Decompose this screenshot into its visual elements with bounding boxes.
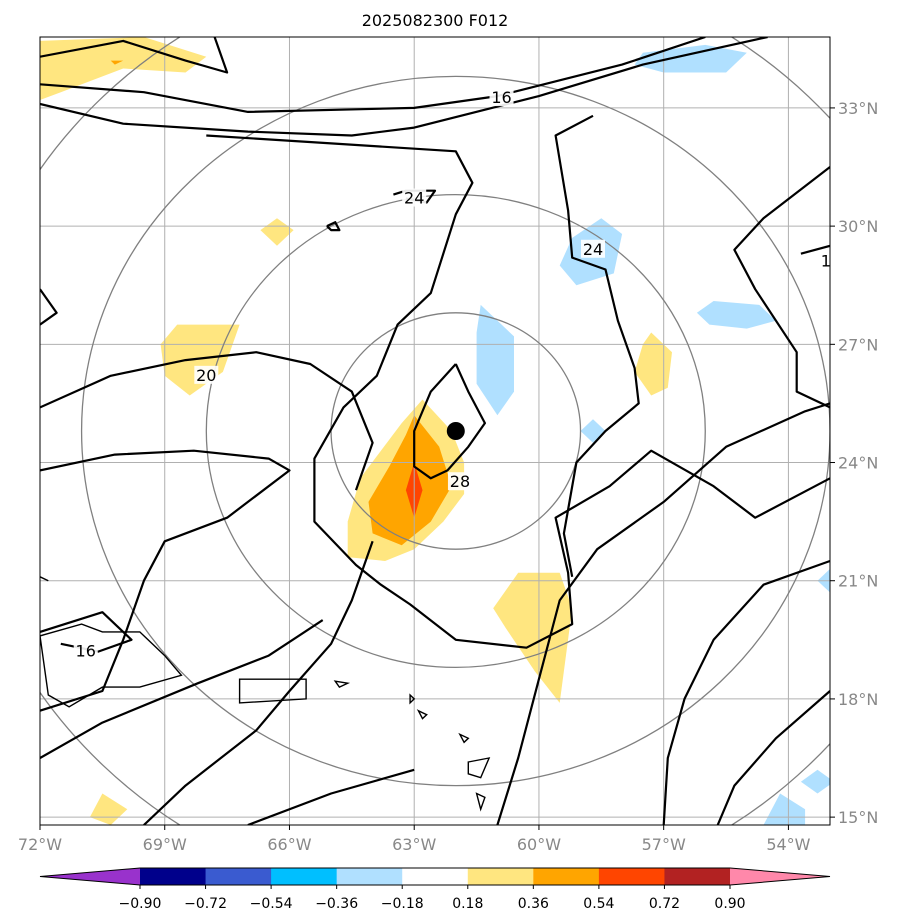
map-frame — [39, 36, 831, 826]
contour-label: 24 — [404, 189, 424, 208]
x-tick-label: 57°W — [642, 835, 686, 854]
contour-line — [40, 37, 706, 114]
shaded-region — [634, 332, 672, 396]
contour-label-bg — [489, 88, 514, 107]
colorbar-extend-high — [730, 868, 830, 885]
colorbar-extend-low — [40, 868, 140, 885]
contour-line — [326, 221, 341, 232]
island-coastline — [40, 576, 49, 582]
colorbar-swatch — [467, 868, 534, 885]
x-tick-label: 66°W — [267, 835, 311, 854]
colorbar-tick-label: −0.36 — [315, 896, 358, 912]
shaded-region — [260, 218, 294, 246]
x-tick-label: 69°W — [143, 835, 187, 854]
shaded-region — [696, 301, 776, 329]
colorbar-tick-label: 0.36 — [518, 896, 549, 912]
x-axis-ticks: 72°W 69°W 66°W 63°W 60°W 57°W 54°W — [18, 825, 811, 854]
colorbar-tick-label: 0.90 — [714, 896, 745, 912]
contour-label-bg — [813, 251, 830, 270]
y-tick-label: 30°N — [838, 217, 878, 236]
contour-label: 16 — [76, 642, 96, 661]
contour-label-bg — [402, 188, 427, 207]
storm-center-layer — [446, 422, 465, 440]
contour-line — [662, 559, 830, 825]
contour-label: 28 — [450, 472, 470, 491]
colorbar-swatch — [271, 868, 338, 885]
colorbar-swatch — [664, 868, 731, 885]
colorbar: −0.90 −0.72 −0.54 −0.36 −0.18 0.18 0.36 0.54 0.7… — [39, 867, 831, 912]
y-tick-label: 21°N — [838, 572, 878, 591]
x-tick-label: 54°W — [766, 835, 810, 854]
contour-line — [143, 540, 374, 825]
contour-line — [800, 244, 830, 255]
contour-labels-layer: 16 24 24 20 28 16 1 — [73, 88, 831, 661]
contour-line — [40, 351, 374, 491]
contour-line — [247, 768, 415, 825]
y-tick-label: 18°N — [838, 690, 878, 709]
colorbar-swatch — [598, 868, 665, 885]
colorbar-swatch — [140, 868, 207, 885]
colorbar-tick-label: −0.54 — [250, 896, 293, 912]
contour-line — [40, 37, 768, 137]
contour-line — [40, 449, 291, 712]
shaded-region — [160, 324, 240, 396]
y-tick-label: 27°N — [838, 335, 878, 354]
x-tick-label: 63°W — [392, 835, 436, 854]
contour-label-bg — [73, 641, 98, 660]
island-coastline — [238, 678, 307, 704]
colorbar-swatch — [402, 868, 469, 885]
island-coastline — [333, 680, 351, 688]
contour-line — [40, 37, 229, 74]
contour-line — [496, 402, 830, 825]
colorbar-tick-label: 0.54 — [583, 896, 614, 912]
colorbar-tick-label: 0.18 — [452, 896, 483, 912]
contour-line — [716, 690, 830, 825]
x-tick-label: 72°W — [18, 835, 62, 854]
shaded-region — [493, 572, 573, 703]
colorbar-tick-label: −0.72 — [184, 896, 227, 912]
island-coastline — [467, 757, 491, 779]
island-coastline — [416, 709, 428, 720]
contour-label: 24 — [583, 240, 603, 259]
contour-label: 16 — [491, 88, 511, 107]
range-ring — [205, 193, 706, 669]
colorbar-tick-label: −0.18 — [381, 896, 424, 912]
contour-label: 1 — [821, 252, 831, 271]
y-tick-label: 15°N — [838, 808, 878, 827]
contour-line — [733, 166, 830, 409]
x-tick-label: 60°W — [517, 835, 561, 854]
contour-label-bg — [194, 365, 219, 384]
island-coastline — [409, 693, 416, 705]
contour-line — [40, 288, 58, 326]
shaded-region — [110, 60, 124, 65]
island-coastline — [458, 732, 470, 744]
range-ring — [81, 75, 830, 787]
y-axis-ticks: 15°N 18°N 21°N 24°N 27°N 30°N 33°N — [830, 99, 878, 827]
colorbar-tick-label: −0.90 — [119, 896, 162, 912]
colorbar-swatch — [336, 868, 403, 885]
chart-title: 2025082300 F012 — [362, 11, 509, 30]
contour-layer — [40, 37, 830, 825]
y-tick-label: 33°N — [838, 99, 878, 118]
colorbar-tick-label: 0.72 — [649, 896, 680, 912]
contour-label-bg — [447, 472, 472, 491]
island-coastline — [475, 792, 486, 812]
colorbar-swatch — [205, 868, 272, 885]
contour-line — [554, 114, 640, 578]
contour-line — [413, 363, 486, 480]
shaded-region — [476, 304, 514, 416]
map-plot-area: 16 24 24 20 28 16 1 — [40, 37, 831, 825]
y-tick-label: 24°N — [838, 454, 878, 473]
storm-center-dot — [446, 422, 465, 440]
shaded-region — [800, 769, 830, 794]
colorbar-swatch — [533, 868, 600, 885]
contour-label: 20 — [196, 366, 216, 385]
contour-label-bg — [581, 239, 605, 258]
contour-line — [40, 619, 324, 759]
contour-line — [206, 134, 830, 649]
